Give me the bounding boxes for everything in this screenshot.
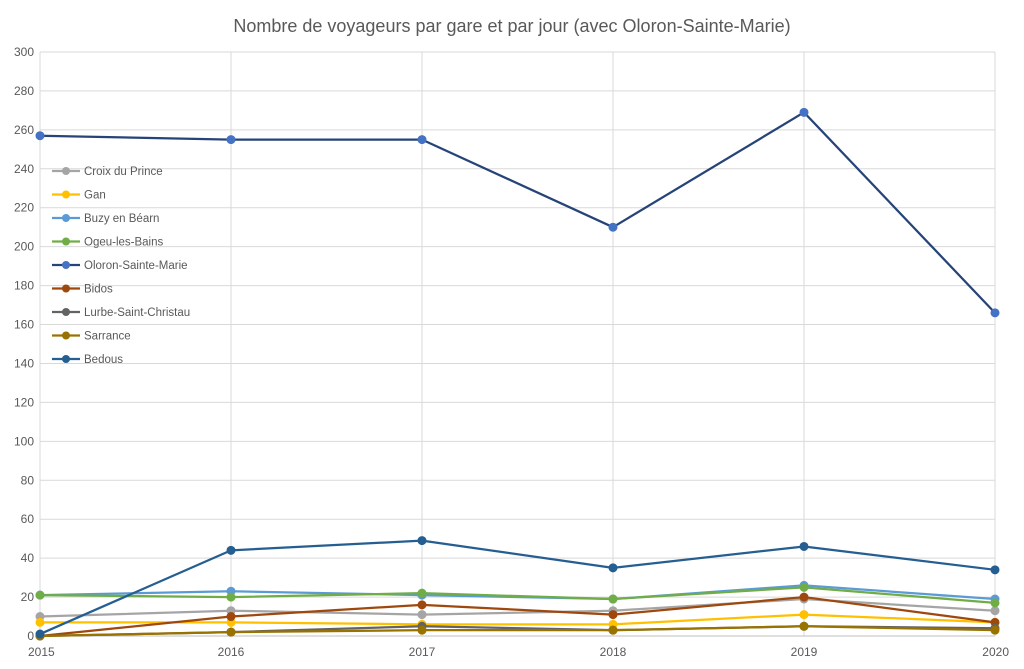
data-point: [417, 600, 427, 610]
legend-item-oloron-sainte-marie: Oloron-Sainte-Marie: [52, 260, 188, 272]
legend-swatch-marker: [62, 237, 70, 246]
data-point: [799, 592, 809, 602]
x-tick-label: 2017: [409, 645, 436, 659]
y-tick-label: 200: [14, 240, 34, 254]
chart-title: Nombre de voyageurs par gare et par jour…: [233, 16, 790, 36]
legend-label: Croix du Prince: [84, 166, 163, 178]
data-point: [799, 107, 809, 117]
legend-item-buzy-en-bearn: Buzy en Béarn: [52, 213, 159, 225]
data-point: [35, 629, 45, 639]
series-line: [39, 111, 996, 314]
data-point: [226, 592, 236, 602]
legend-label: Buzy en Béarn: [84, 213, 159, 225]
legend-swatch-marker: [62, 167, 70, 175]
data-point: [35, 617, 45, 627]
legend-label: Lurbe-Saint-Christau: [84, 307, 190, 319]
y-tick-label: 180: [14, 279, 34, 293]
data-point: [990, 625, 1000, 635]
y-tick-label: 20: [21, 590, 35, 604]
series-bedous: [35, 536, 1000, 639]
legend-item-croix-du-prince: Croix du Prince: [52, 166, 163, 178]
y-tick-label: 260: [14, 123, 34, 137]
legend-swatch-marker: [62, 331, 70, 340]
x-tick-label: 2018: [600, 645, 627, 659]
data-point: [990, 308, 1000, 318]
series-line: [39, 595, 996, 638]
data-point: [990, 606, 1000, 616]
data-point: [990, 565, 1000, 575]
legend-swatch-marker: [62, 190, 70, 199]
y-tick-label: 160: [14, 318, 34, 332]
x-tick-label: 2020: [982, 645, 1009, 659]
data-point: [417, 610, 427, 620]
legend-swatch-marker: [62, 261, 70, 269]
legend: Croix du Prince Gan Buzy en Béarn Ogeu-les-…: [52, 166, 190, 366]
legend-item-lurbe-saint-christau: Lurbe-Saint-Christau: [52, 307, 190, 319]
data-point: [799, 610, 809, 620]
series-line: [39, 586, 996, 605]
y-tick-label: 220: [14, 201, 34, 215]
axes: 0 20 40 60 80 100 120 140 160 180 200 220 240 260 280 3…: [14, 45, 1009, 659]
series-line: [40, 613, 996, 626]
y-tick-label: 80: [21, 473, 35, 487]
data-point: [799, 582, 809, 592]
y-tick-label: 60: [21, 512, 35, 526]
data-point: [226, 627, 236, 637]
legend-label: Bidos: [84, 284, 113, 296]
y-tick-label: 140: [14, 356, 34, 370]
series-line: [39, 625, 996, 638]
legend-label: Sarrance: [84, 331, 131, 343]
data-point: [417, 625, 427, 635]
data-point: [608, 563, 618, 573]
y-tick-label: 40: [21, 551, 35, 565]
legend-item-bidos: Bidos: [52, 284, 113, 296]
legend-label: Oloron-Sainte-Marie: [84, 260, 188, 272]
y-tick-label: 0: [27, 629, 34, 643]
series-lines: [35, 107, 1000, 641]
data-point: [608, 222, 618, 232]
legend-swatch-marker: [62, 308, 70, 316]
data-point: [226, 545, 236, 555]
data-point: [35, 131, 45, 141]
legend-item-gan: Gan: [52, 190, 106, 202]
legend-item-ogeu-les-bains: Ogeu-les-Bains: [52, 237, 164, 249]
x-tick-label: 2019: [791, 645, 818, 659]
legend-item-bedous: Bedous: [52, 354, 123, 366]
legend-label: Ogeu-les-Bains: [84, 237, 164, 249]
y-tick-label: 300: [14, 45, 34, 59]
data-point: [608, 625, 618, 635]
data-point: [799, 621, 809, 631]
data-point: [608, 594, 618, 604]
series-line: [39, 597, 996, 618]
data-point: [608, 610, 618, 620]
data-point: [799, 541, 809, 551]
legend-swatch-marker: [62, 214, 70, 222]
x-tick-label: 2016: [218, 645, 245, 659]
y-tick-label: 120: [14, 395, 34, 409]
legend-item-sarrance: Sarrance: [52, 331, 131, 343]
legend-swatch-marker: [62, 284, 70, 293]
data-point: [990, 598, 1000, 608]
data-point: [417, 588, 427, 598]
series-sarrance: [35, 621, 1000, 641]
data-point: [35, 590, 45, 600]
gridlines: [39, 51, 996, 636]
series-oloron-sainte-marie: [35, 107, 1000, 318]
y-tick-label: 240: [14, 162, 34, 176]
series-ogeu-les-bains: [35, 582, 1000, 608]
data-point: [417, 135, 427, 145]
data-point: [226, 135, 236, 145]
legend-swatch-marker: [62, 355, 70, 363]
data-point: [417, 536, 427, 546]
y-tick-label: 280: [14, 84, 34, 98]
y-tick-label: 100: [14, 434, 34, 448]
legend-label: Bedous: [84, 354, 123, 366]
data-point: [226, 612, 236, 622]
legend-label: Gan: [84, 190, 106, 202]
series-line: [39, 539, 996, 636]
x-tick-label: 2015: [28, 645, 55, 659]
